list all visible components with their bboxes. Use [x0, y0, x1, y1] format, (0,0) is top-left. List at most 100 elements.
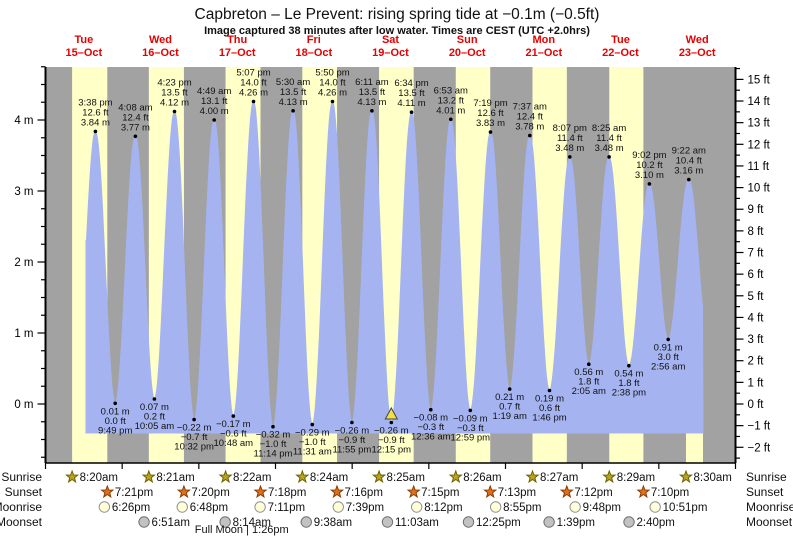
moonrise-icon: [332, 501, 344, 513]
high-tide-label: 6:11 am: [355, 77, 389, 88]
right-axis-label: 8 ft: [748, 226, 765, 238]
low-tide-label: 12:59 pm: [450, 432, 490, 443]
sunrise-time: 8:27am: [540, 472, 578, 484]
sunset-icon: [559, 484, 574, 499]
astro-row-label-right: Sunset: [746, 485, 784, 499]
high-tide-label: 4.26 m: [239, 88, 268, 99]
high-tide-label: 8:25 am: [592, 123, 626, 134]
moonrise-time: 8:55pm: [503, 502, 541, 514]
moonset-time: 11:03am: [395, 517, 439, 529]
low-tide-label: 11:14 pm: [254, 449, 293, 460]
high-tide-dot: [568, 155, 572, 159]
low-tide-label: −1.0 ft: [260, 439, 287, 450]
low-tide-label: −0.22 m: [177, 423, 212, 434]
low-tide-dot: [113, 401, 117, 406]
sunset-time: 7:10pm: [651, 487, 689, 499]
low-tide-label: 10:48 am: [213, 438, 253, 449]
high-tide-label: 3.78 m: [515, 122, 544, 133]
high-tide-label: 4.26 m: [318, 88, 347, 99]
low-tide-label: 0.21 m: [495, 392, 524, 403]
low-tide-dot: [507, 387, 512, 391]
low-tide-dot: [192, 417, 196, 422]
tide-curve-area: [85, 100, 704, 434]
sunrise-time: 8:24am: [310, 472, 348, 484]
day-name-label: Sat: [382, 34, 399, 46]
high-tide-label: 8:07 pm: [553, 123, 587, 134]
sunrise-icon: [371, 469, 387, 484]
high-tide-label: 5:07 pm: [236, 68, 270, 79]
sunrise-time: 8:22am: [233, 472, 271, 484]
sunset-time: 7:12pm: [574, 487, 612, 499]
sunrise-icon: [218, 469, 233, 484]
sunrise-time: 8:26am: [463, 472, 501, 484]
right-axis-label: 7 ft: [748, 248, 765, 260]
high-tide-label: 4:49 am: [197, 86, 231, 97]
low-tide-label: 0.19 m: [535, 394, 564, 405]
right-axis-label: 12 ft: [748, 139, 771, 151]
right-axis-label: 13 ft: [748, 118, 771, 130]
sunset-time: 7:20pm: [191, 487, 229, 499]
sunset-icon: [253, 484, 268, 499]
low-tide-label: −0.9 ft: [339, 435, 366, 446]
moonrise-time: 7:39pm: [346, 502, 384, 514]
left-axis-label: 2 m: [14, 257, 33, 269]
moonrise-time: 7:11pm: [268, 502, 306, 514]
high-tide-label: 12.6 ft: [82, 107, 109, 118]
moonset-icon: [300, 516, 312, 528]
low-tide-dot: [429, 407, 433, 412]
high-tide-dot: [449, 117, 453, 122]
current-time-marker: [384, 406, 399, 420]
sunset-icon: [483, 484, 498, 499]
day-name-label: Wed: [149, 34, 172, 46]
high-tide-label: 3.84 m: [81, 117, 110, 128]
sunrise-icon: [678, 469, 694, 484]
high-tide-label: 13.5 ft: [280, 87, 307, 98]
sunrise-icon: [602, 469, 617, 484]
high-tide-dot: [172, 109, 177, 114]
sunset-icon: [636, 484, 651, 499]
left-axis-label: 0 m: [14, 399, 33, 411]
high-tide-label: 13.5 ft: [398, 88, 425, 99]
sunrise-icon: [141, 469, 156, 484]
day-date-label: 20–Oct: [449, 47, 486, 59]
right-axis-label: 10 ft: [748, 183, 771, 195]
moonrise-time: 8:12pm: [424, 502, 462, 514]
high-tide-dot: [528, 133, 532, 138]
low-tide-label: 2:38 pm: [612, 388, 646, 399]
high-tide-label: 12.4 ft: [122, 112, 149, 123]
sunset-time: 7:16pm: [345, 487, 383, 499]
high-tide-label: 4.13 m: [357, 97, 386, 108]
low-tide-dot: [547, 388, 552, 393]
moonset-icon: [138, 516, 150, 528]
astro-row-label-left: Moonset: [0, 515, 43, 529]
high-tide-label: 3.77 m: [121, 122, 150, 133]
high-tide-label: 14.0 ft: [240, 78, 267, 89]
sunrise-icon: [525, 469, 540, 484]
day-band: [685, 433, 703, 463]
high-tide-label: 5:50 pm: [315, 68, 349, 79]
high-tide-dot: [330, 99, 335, 104]
high-tide-label: 3.10 m: [635, 170, 664, 181]
day-date-label: 18–Oct: [295, 47, 332, 59]
right-axis-label: 14 ft: [748, 96, 771, 108]
right-axis-label: 5 ft: [748, 291, 765, 303]
sun-moon-rows: Sunrise Sunrise 8:20am 8:21am 8:22am 8:24am 8:…: [0, 469, 793, 536]
high-tide-label: 7:19 pm: [473, 98, 507, 109]
low-tide-label: 0.07 m: [140, 402, 169, 413]
moonset-icon: [623, 516, 635, 528]
day-name-label: Thu: [227, 34, 247, 46]
astro-row-label-right: Sunrise: [746, 470, 787, 484]
low-tide-dot: [152, 397, 157, 401]
day-date-label: 17–Oct: [219, 47, 256, 59]
right-axis-label: 6 ft: [748, 269, 765, 281]
tide-level-area: [85, 100, 704, 434]
moonrise-time: 10:51pm: [663, 502, 708, 514]
right-axis-label: 9 ft: [748, 204, 765, 216]
page-title: Capbreton – Le Prevent: rising spring ti…: [195, 6, 600, 23]
high-tide-label: 9:02 pm: [632, 150, 666, 161]
moonset-icon: [381, 516, 394, 528]
day-name-label: Fri: [307, 34, 321, 46]
low-tide-label: 12:36 am: [411, 432, 451, 443]
astro-row-label-left: Sunrise: [1, 470, 42, 484]
